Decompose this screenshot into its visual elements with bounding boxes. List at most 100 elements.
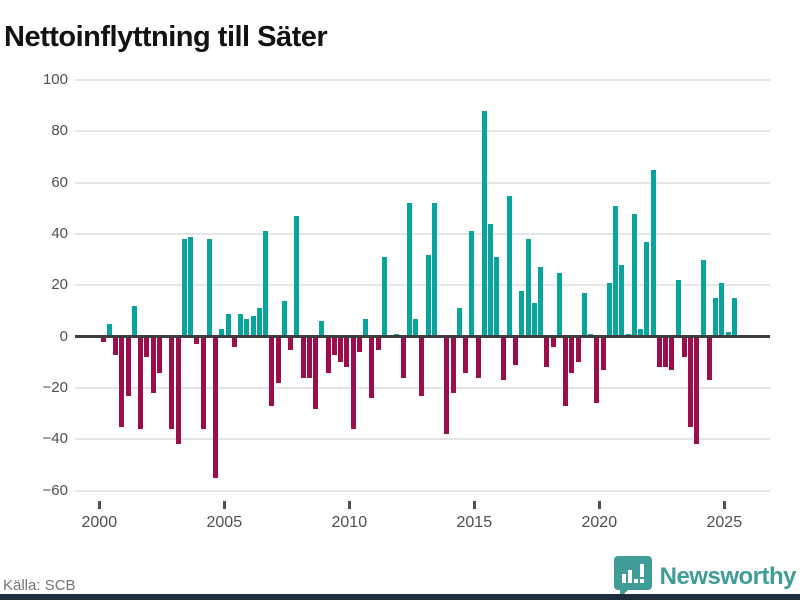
x-axis-tick-2010	[347, 501, 351, 509]
bar-2003-Q4	[194, 336, 200, 345]
bar-2025-Q1	[725, 331, 731, 337]
x-axis-label-2010: 2010	[331, 514, 368, 531]
y-axis-label-0: 0	[59, 327, 68, 345]
gridline-y-100	[75, 79, 770, 82]
bar-2004-Q3	[213, 336, 219, 478]
bar-2015-Q1	[475, 336, 481, 378]
bar-2006-Q4	[269, 336, 275, 406]
zero-baseline	[75, 335, 770, 339]
bar-2001-Q1	[125, 336, 131, 396]
bar-2004-Q2	[206, 239, 212, 337]
bar-2003-Q2	[181, 239, 187, 337]
gridline-y--60	[75, 489, 770, 492]
bar-2009-Q3	[338, 336, 344, 363]
bar-2004-Q1	[200, 336, 206, 430]
bar-2023-Q3	[688, 336, 694, 427]
bar-2008-Q4	[319, 321, 325, 337]
bar-2018-Q3	[563, 336, 569, 406]
bar-2020-Q1	[600, 336, 606, 371]
bar-2018-Q4	[569, 336, 575, 373]
bar-2025-Q2	[731, 298, 737, 337]
bar-2002-Q2	[156, 336, 162, 373]
x-axis-tick-2020	[597, 501, 601, 509]
bar-2021-Q4	[644, 241, 650, 337]
bar-2014-Q3	[463, 336, 469, 373]
gridline-y-80	[75, 130, 770, 133]
bar-2022-Q4	[669, 336, 675, 371]
bar-2023-Q4	[694, 336, 700, 445]
gridline-y-60	[75, 181, 770, 184]
bar-2021-Q2	[631, 213, 637, 337]
bar-2001-Q4	[144, 336, 150, 358]
bar-2024-Q3	[713, 298, 719, 337]
newsworthy-badge-icon	[613, 556, 652, 598]
bar-2024-Q4	[719, 282, 725, 337]
bar-2001-Q2	[131, 305, 137, 337]
bar-2023-Q2	[681, 336, 687, 358]
y-axis-label-40: 40	[51, 225, 68, 243]
bar-2010-Q4	[369, 336, 375, 399]
newsworthy-wordmark: Newsworthy	[659, 563, 797, 590]
bar-2021-Q3	[638, 329, 644, 337]
bar-2024-Q2	[706, 336, 712, 381]
bar-2023-Q1	[675, 280, 681, 337]
y-axis-label--20: −20	[42, 379, 68, 397]
bar-2008-Q2	[306, 336, 312, 378]
bar-2024-Q1	[700, 259, 706, 337]
bar-2015-Q2	[481, 110, 487, 337]
bar-2016-Q3	[513, 336, 519, 365]
x-axis-tick-2015	[472, 501, 476, 509]
x-axis-label-2020: 2020	[581, 514, 618, 531]
bar-2007-Q2	[281, 300, 287, 337]
bar-2020-Q4	[619, 264, 625, 337]
bar-2002-Q4	[169, 336, 175, 430]
bar-2003-Q3	[188, 236, 194, 337]
bar-2020-Q2	[606, 282, 612, 337]
bar-2017-Q4	[544, 336, 550, 368]
bar-2007-Q3	[288, 336, 294, 350]
gridline-y--40	[75, 438, 770, 441]
bar-2013-Q1	[425, 254, 431, 337]
x-axis-tick-2000	[97, 501, 101, 509]
bar-2000-Q4	[119, 336, 125, 427]
bar-2006-Q1	[250, 316, 256, 337]
bar-2002-Q1	[150, 336, 156, 394]
newsworthy-logo[interactable]: Newsworthy	[613, 556, 797, 598]
bar-2014-Q4	[469, 231, 475, 337]
x-axis-label-2000: 2000	[81, 514, 118, 531]
bar-2011-Q1	[375, 336, 381, 350]
bar-2018-Q2	[556, 272, 562, 337]
x-axis-tick-2005	[222, 501, 226, 509]
gridline-y-40	[75, 233, 770, 236]
bar-2016-Q2	[506, 195, 512, 337]
bar-2008-Q3	[313, 336, 319, 409]
bar-2005-Q4	[244, 318, 250, 337]
bar-2015-Q4	[494, 257, 500, 337]
bar-2012-Q2	[406, 203, 412, 337]
y-axis-label-20: 20	[51, 276, 68, 294]
bar-2012-Q4	[419, 336, 425, 396]
y-axis-label--60: −60	[42, 481, 68, 499]
bar-2010-Q3	[363, 318, 369, 337]
bar-2018-Q1	[550, 336, 556, 347]
bar-2006-Q3	[263, 231, 269, 337]
footer-accent-bar	[0, 594, 800, 600]
bar-2007-Q1	[275, 336, 281, 383]
bar-2012-Q1	[400, 336, 406, 378]
bar-2017-Q3	[538, 267, 544, 337]
x-axis-label-2025: 2025	[706, 514, 743, 531]
bar-2000-Q2	[106, 323, 112, 337]
bar-2019-Q4	[594, 336, 600, 404]
x-axis-tick-2025	[722, 501, 726, 509]
source-label: Källa: SCB	[3, 577, 76, 594]
bar-2016-Q4	[519, 290, 525, 337]
y-axis-label--40: −40	[42, 430, 68, 448]
bar-2005-Q2	[231, 336, 237, 347]
bar-2001-Q3	[138, 336, 144, 430]
bar-2022-Q1	[650, 169, 656, 337]
bar-2003-Q1	[175, 336, 181, 445]
gridline-y-20	[75, 284, 770, 287]
bar-2004-Q4	[219, 329, 225, 337]
bar-2020-Q3	[613, 205, 619, 337]
bar-2012-Q3	[413, 318, 419, 337]
